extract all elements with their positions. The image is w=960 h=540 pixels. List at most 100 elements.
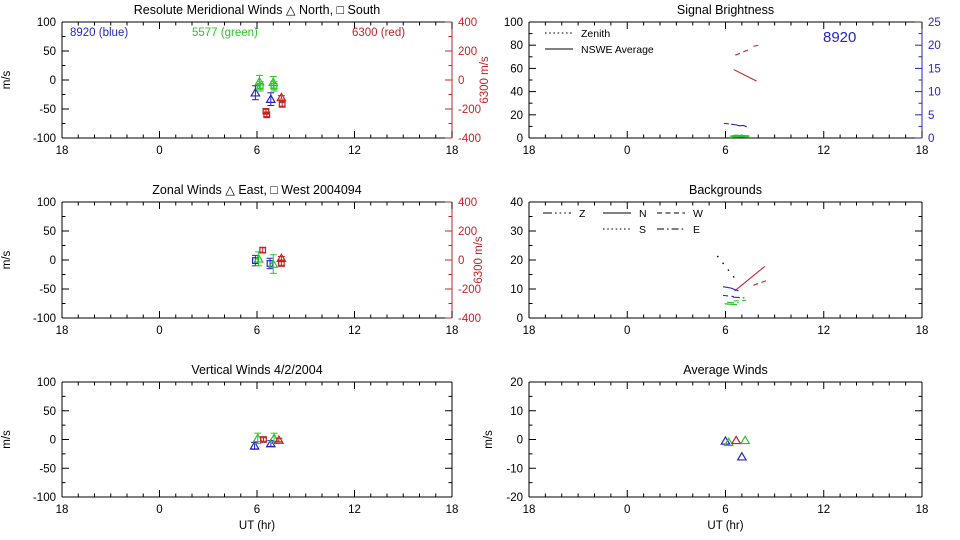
x-tick-label: 6 <box>722 145 728 157</box>
y2-tick-label: 0 <box>458 255 464 267</box>
data-line <box>724 303 738 306</box>
panel-title: Signal Brightness <box>677 3 774 17</box>
x-tick-label: 18 <box>56 325 69 337</box>
y-tick-label: -100 <box>33 133 56 145</box>
y-tick-label: 20 <box>510 255 523 267</box>
y-axis-title: m/s <box>1 250 13 269</box>
x-tick-label: 18 <box>446 145 459 157</box>
annotation-green: 5577 (green) <box>192 27 258 39</box>
data-marker <box>262 107 270 115</box>
data-marker <box>730 435 742 445</box>
x-tick-label: 0 <box>624 504 630 516</box>
y2-tick-label: 400 <box>458 17 477 29</box>
data-marker <box>250 87 261 97</box>
x-tick-label: 0 <box>624 325 630 337</box>
panel-average-winds: 18 0 6 12 18 20 10 0 -10 -20 Average Winds m/s UT (h… <box>483 363 928 532</box>
annotation-blue: 8920 (blue) <box>70 27 128 39</box>
y2-tick-label: 200 <box>458 46 477 58</box>
x-tick-label: 18 <box>56 504 69 516</box>
data-line <box>727 301 741 304</box>
legend-label: N <box>639 208 647 220</box>
y-tick-label: 80 <box>510 40 523 52</box>
y2-tick-label: -400 <box>458 133 481 145</box>
data-marker <box>277 260 285 267</box>
y-axis-title: m/s <box>483 430 495 449</box>
y2-tick-label: 0 <box>928 133 934 145</box>
y-tick-label: 0 <box>517 133 523 145</box>
y-tick-label: 0 <box>50 435 56 447</box>
x-tick-label: 0 <box>156 145 162 157</box>
y2-tick-label: 5 <box>928 110 934 122</box>
y-tick-label: 0 <box>50 75 56 87</box>
data-marker <box>249 440 260 450</box>
data-line <box>732 296 747 299</box>
y2-tick-label: -200 <box>458 104 481 116</box>
x-axis-title: UT (hr) <box>239 520 275 532</box>
x-tick-label: 12 <box>348 325 361 337</box>
y-tick-label: -100 <box>33 313 56 325</box>
panel-title: Resolute Meridional Winds △ North, □ Sou… <box>134 3 380 17</box>
y2-tick-label: 0 <box>458 75 464 87</box>
panel-zonal-winds: 18 0 6 12 18 100 50 0 -50 -100 400 200 0 -200 -400 6300… <box>1 183 485 337</box>
data-line <box>731 123 748 128</box>
x-tick-label: 18 <box>916 504 929 516</box>
data-line <box>723 122 732 125</box>
y-tick-label: 40 <box>510 197 523 209</box>
data-marker <box>273 434 285 444</box>
data-line <box>734 265 766 292</box>
y2-tick-label: 15 <box>928 63 941 75</box>
x-tick-label: 12 <box>817 504 830 516</box>
panel-title: Average Winds <box>683 363 768 377</box>
x-tick-label: 18 <box>446 325 459 337</box>
y2-tick-label: 25 <box>928 17 941 29</box>
legend-label: E <box>693 224 700 236</box>
x-tick-label: 18 <box>56 145 69 157</box>
y-tick-label: 50 <box>43 226 56 238</box>
y2-tick-label: -400 <box>458 313 481 325</box>
y2-tick-label: 10 <box>928 87 941 99</box>
y-tick-label: -10 <box>506 463 523 475</box>
y2-axis-title: 6300 m/s <box>473 236 485 284</box>
data-marker <box>260 436 267 443</box>
data-line <box>735 49 749 56</box>
x-tick-label: 12 <box>348 504 361 516</box>
y-tick-label: 100 <box>504 17 523 29</box>
x-tick-label: 12 <box>817 145 830 157</box>
data-line <box>730 134 750 139</box>
data-marker <box>723 437 735 447</box>
y-tick-label: 20 <box>510 377 523 389</box>
annotation-blue: 8920 <box>823 29 856 46</box>
x-tick-label: 6 <box>254 325 260 337</box>
data-marker <box>263 111 271 119</box>
y-axis-title: m/s <box>1 430 13 449</box>
data-marker <box>265 93 277 103</box>
data-marker <box>278 100 286 108</box>
panel-title: Vertical Winds 4/2/2004 <box>191 363 322 377</box>
panel-meridional-winds: 18 0 6 12 18 100 50 0 -50 -100 400 200 0 -200 -400 6300… <box>1 3 491 157</box>
panel-title: Zonal Winds △ East, □ West 2004094 <box>152 183 361 197</box>
x-tick-label: 18 <box>446 504 459 516</box>
y2-tick-label: -200 <box>458 284 481 296</box>
data-marker <box>256 82 264 90</box>
x-tick-label: 6 <box>254 504 260 516</box>
x-tick-label: 6 <box>722 325 728 337</box>
y-tick-label: 0 <box>50 255 56 267</box>
x-axis-title: UT (hr) <box>707 520 743 532</box>
y-tick-label: 30 <box>510 226 523 238</box>
annotation-red: 6300 (red) <box>352 27 405 39</box>
x-tick-label: 0 <box>156 325 162 337</box>
y2-tick-label: 400 <box>458 197 477 209</box>
legend-label: Z <box>579 208 586 220</box>
x-tick-label: 18 <box>523 325 536 337</box>
data-marker <box>252 433 264 443</box>
y-tick-label: 100 <box>37 377 56 389</box>
y-axis-title: m/s <box>1 70 13 89</box>
y-tick-label: -100 <box>33 492 56 504</box>
y-tick-label: 0 <box>517 435 523 447</box>
legend-label: NSWE Average <box>581 44 654 56</box>
data-marker <box>739 435 751 445</box>
